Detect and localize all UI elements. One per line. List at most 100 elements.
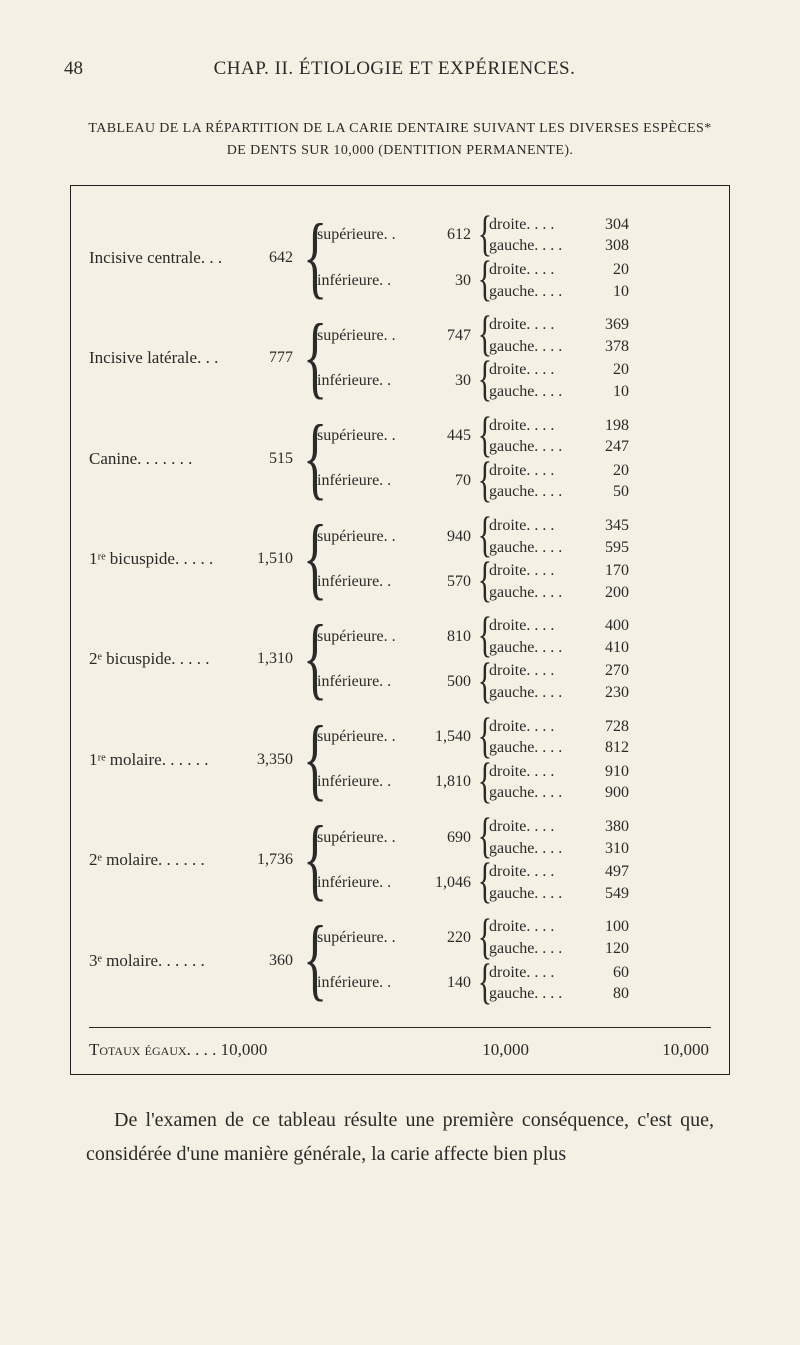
brace-icon: { xyxy=(478,623,486,646)
level-count: 940 xyxy=(423,528,475,546)
level-count: 747 xyxy=(423,327,475,345)
tooth-total: 360 xyxy=(249,952,299,970)
inferieure-label: inférieure. . xyxy=(317,472,423,490)
brace-icon: { xyxy=(478,724,486,747)
totals-value-b: 10,000 xyxy=(329,1040,529,1060)
droite-value: 400 xyxy=(579,615,639,637)
droite-label: droite. . . . xyxy=(489,560,579,582)
level-count: 220 xyxy=(423,929,475,947)
level-count: 445 xyxy=(423,427,475,445)
brace-icon: { xyxy=(303,436,313,478)
closing-paragraph: De l'examen de ce tableau résulte une pr… xyxy=(86,1103,714,1171)
inferieure-label: inférieure. . xyxy=(317,272,423,290)
page-number: 48 xyxy=(64,58,83,80)
droite-value: 497 xyxy=(579,861,639,883)
brace-icon: { xyxy=(478,869,486,892)
superieure-label: supérieure. . xyxy=(317,829,423,847)
brace-icon: { xyxy=(303,335,313,377)
gauche-value: 80 xyxy=(579,983,639,1005)
droite-label: droite. . . . xyxy=(489,359,579,381)
gauche-label: gauche. . . . xyxy=(489,582,579,604)
droite-value: 100 xyxy=(579,916,639,938)
gauche-value: 10 xyxy=(579,281,639,303)
inferieure-label: inférieure. . xyxy=(317,673,423,691)
table-caption-line-2: DE DENTS SUR 10,000 (DENTITION PERMANENT… xyxy=(64,140,736,162)
tooth-row: 3ᵉ molaire. . . . . .360{supérieure. .22… xyxy=(89,912,711,1008)
droite-label: droite. . . . xyxy=(489,716,579,738)
superieure-label: supérieure. . xyxy=(317,427,423,445)
tooth-name: 1ʳᵉ molaire. . . . . . xyxy=(89,750,249,770)
droite-value: 198 xyxy=(579,415,639,437)
level-count: 70 xyxy=(423,472,475,490)
gauche-label: gauche. . . . xyxy=(489,235,579,257)
tooth-name: Canine. . . . . . . xyxy=(89,449,249,469)
teeth-table: Incisive centrale. . .642{supérieure. .6… xyxy=(89,210,711,1009)
gauche-label: gauche. . . . xyxy=(489,682,579,704)
tooth-row: 1ʳᵉ molaire. . . . . .3,350{supérieure. … xyxy=(89,712,711,808)
gauche-label: gauche. . . . xyxy=(489,938,579,960)
gauche-label: gauche. . . . xyxy=(489,436,579,458)
gauche-label: gauche. . . . xyxy=(489,838,579,860)
inferieure-label: inférieure. . xyxy=(317,372,423,390)
level-count: 30 xyxy=(423,372,475,390)
level-count: 690 xyxy=(423,829,475,847)
gauche-label: gauche. . . . xyxy=(489,381,579,403)
brace-icon: { xyxy=(478,523,486,546)
brace-icon: { xyxy=(478,669,486,692)
tooth-total: 515 xyxy=(249,450,299,468)
brace-icon: { xyxy=(478,423,486,446)
droite-label: droite. . . . xyxy=(489,515,579,537)
droite-label: droite. . . . xyxy=(489,861,579,883)
droite-value: 270 xyxy=(579,660,639,682)
gauche-label: gauche. . . . xyxy=(489,637,579,659)
tooth-row: Incisive centrale. . .642{supérieure. .6… xyxy=(89,210,711,306)
gauche-value: 812 xyxy=(579,737,639,759)
droite-label: droite. . . . xyxy=(489,916,579,938)
brace-icon: { xyxy=(478,824,486,847)
gauche-label: gauche. . . . xyxy=(489,537,579,559)
droite-value: 910 xyxy=(579,761,639,783)
droite-label: droite. . . . xyxy=(489,962,579,984)
droite-value: 380 xyxy=(579,816,639,838)
brace-icon: { xyxy=(303,235,313,277)
tooth-total: 1,510 xyxy=(249,550,299,568)
gauche-value: 308 xyxy=(579,235,639,257)
tooth-name: 3ᵉ molaire. . . . . . xyxy=(89,951,249,971)
superieure-label: supérieure. . xyxy=(317,226,423,244)
tooth-name: 1ʳᵉ bicuspide. . . . . xyxy=(89,549,249,569)
tooth-total: 1,310 xyxy=(249,650,299,668)
tooth-row: 1ʳᵉ bicuspide. . . . .1,510{supérieure. … xyxy=(89,511,711,607)
droite-label: droite. . . . xyxy=(489,259,579,281)
tooth-name: 2ᵉ bicuspide. . . . . xyxy=(89,649,249,669)
gauche-value: 200 xyxy=(579,582,639,604)
gauche-label: gauche. . . . xyxy=(489,336,579,358)
level-count: 30 xyxy=(423,272,475,290)
level-count: 612 xyxy=(423,226,475,244)
droite-value: 20 xyxy=(579,359,639,381)
tooth-name: Incisive centrale. . . xyxy=(89,248,249,268)
superieure-label: supérieure. . xyxy=(317,929,423,947)
brace-icon: { xyxy=(303,737,313,779)
totals-row: Totaux égaux. . . . 10,000 10,000 10,000 xyxy=(89,1040,711,1060)
brace-icon: { xyxy=(303,937,313,979)
tooth-name: Incisive latérale. . . xyxy=(89,348,249,368)
superieure-label: supérieure. . xyxy=(317,327,423,345)
droite-value: 728 xyxy=(579,716,639,738)
gauche-value: 310 xyxy=(579,838,639,860)
tooth-row: 2ᵉ bicuspide. . . . .1,310{supérieure. .… xyxy=(89,611,711,707)
totals-divider xyxy=(89,1027,711,1028)
level-count: 500 xyxy=(423,673,475,691)
droite-label: droite. . . . xyxy=(489,660,579,682)
droite-value: 20 xyxy=(579,259,639,281)
tooth-total: 3,350 xyxy=(249,751,299,769)
droite-value: 345 xyxy=(579,515,639,537)
droite-value: 304 xyxy=(579,214,639,236)
gauche-value: 120 xyxy=(579,938,639,960)
droite-value: 369 xyxy=(579,314,639,336)
inferieure-label: inférieure. . xyxy=(317,573,423,591)
inferieure-label: inférieure. . xyxy=(317,874,423,892)
brace-icon: { xyxy=(478,468,486,491)
brace-icon: { xyxy=(478,222,486,245)
tooth-row: Canine. . . . . . .515{supérieure. .445{… xyxy=(89,411,711,507)
brace-icon: { xyxy=(303,636,313,678)
